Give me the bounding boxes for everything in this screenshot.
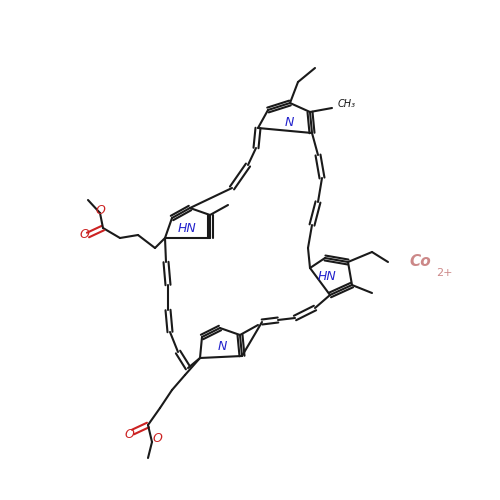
Text: CH₃: CH₃ (338, 99, 356, 109)
Text: N: N (218, 340, 226, 353)
Text: Co: Co (409, 254, 431, 270)
Text: O: O (79, 228, 89, 241)
Text: N: N (284, 116, 294, 130)
Text: HN: HN (178, 222, 197, 234)
Text: O: O (152, 432, 162, 446)
Text: O: O (95, 204, 105, 218)
Text: O: O (124, 428, 134, 440)
Text: HN: HN (318, 270, 336, 282)
Text: 2+: 2+ (436, 268, 452, 278)
